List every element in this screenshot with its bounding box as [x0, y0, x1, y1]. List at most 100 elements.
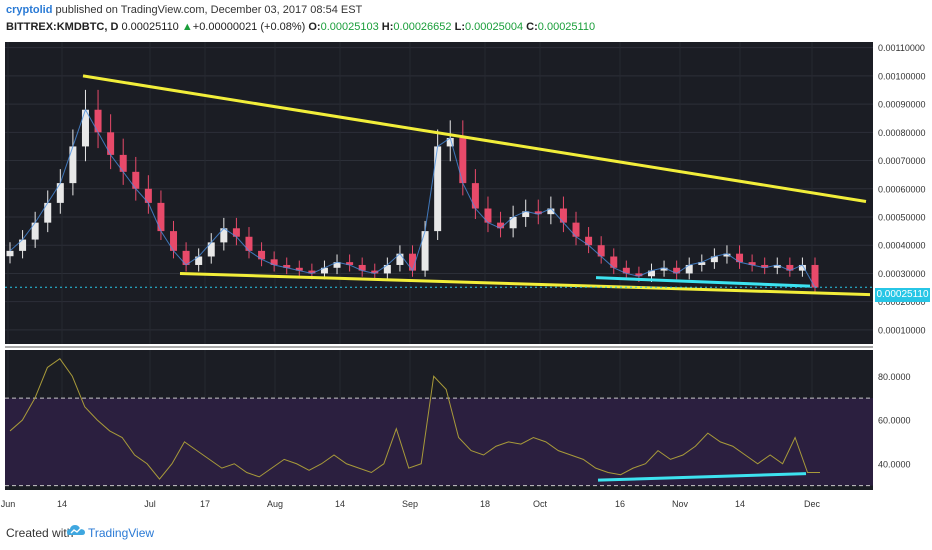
- x-tick-label: 14: [57, 499, 67, 509]
- tradingview-logo-icon[interactable]: [67, 524, 85, 543]
- upper-trendline: [82, 74, 867, 203]
- candle-body: [585, 236, 593, 246]
- candle-body: [409, 253, 416, 271]
- candle-body: [170, 231, 178, 251]
- candle-body: [19, 239, 27, 251]
- candle-body: [81, 109, 89, 147]
- rsi-pane[interactable]: 80.0000 60.0000 40.0000: [5, 350, 911, 490]
- tradingview-brand-link[interactable]: TradingView: [88, 526, 155, 540]
- x-tick-label: Jun: [1, 499, 16, 509]
- candle-body: [119, 154, 127, 172]
- close-label: C:: [526, 21, 538, 33]
- close-value: 0.00025110: [537, 21, 596, 33]
- last-price: 0.00025110: [121, 21, 179, 33]
- candle-body: [446, 137, 454, 147]
- candle-body: [31, 222, 39, 240]
- candle-body: [308, 270, 316, 274]
- price-tick-label: 0.00090000: [878, 100, 926, 110]
- symbol-name[interactable]: BITTREX:KMDBTC, D: [6, 21, 119, 33]
- support-highlight-line: [595, 276, 811, 288]
- candle-body: [232, 228, 240, 237]
- candle-body: [295, 267, 303, 271]
- candle-body: [786, 264, 794, 271]
- price-tick-label: 0.00070000: [878, 156, 926, 166]
- candle-body: [396, 253, 404, 265]
- candle-body: [698, 262, 706, 265]
- price-tick-label: 0.00030000: [878, 269, 926, 279]
- rsi-divergence-line: [597, 472, 807, 482]
- price-tick-label: 0.00020000: [878, 297, 926, 307]
- candle-body: [736, 253, 744, 263]
- candle-body: [559, 208, 567, 223]
- candle-body: [434, 146, 442, 232]
- candle-body: [534, 211, 542, 215]
- candle-body: [245, 236, 253, 251]
- low-value: 0.00025004: [464, 21, 524, 33]
- candle-body: [484, 208, 492, 223]
- rsi-tick-label: 40.0000: [878, 459, 911, 469]
- x-tick-label: Oct: [533, 499, 548, 509]
- publish-text: published on TradingView.com, December 0…: [55, 4, 363, 16]
- candle-body: [610, 256, 618, 268]
- candle-body: [195, 256, 203, 265]
- price-tick-label: 0.00080000: [878, 128, 926, 138]
- candle-body: [207, 242, 215, 257]
- price-tick-label: 0.00040000: [878, 241, 926, 251]
- candle-body: [710, 256, 718, 263]
- candle-body: [157, 202, 165, 232]
- candle-body: [371, 270, 379, 274]
- candle-body: [6, 250, 14, 257]
- candle-body: [220, 228, 228, 243]
- candle-body: [107, 132, 115, 155]
- candle-body: [597, 245, 605, 257]
- high-value: 0.00026652: [393, 21, 452, 33]
- candle-body: [44, 202, 52, 223]
- rsi-band: [5, 398, 873, 486]
- candle-body: [320, 267, 328, 274]
- candle-body: [522, 211, 530, 217]
- price-axis-bg: [873, 42, 932, 508]
- candle-body: [471, 183, 479, 209]
- publish-info: cryptolid published on TradingView.com, …: [6, 4, 362, 16]
- candle-body: [673, 267, 681, 274]
- x-tick-label: Dec: [804, 499, 821, 509]
- lower-trendline: [179, 271, 871, 297]
- candle-body: [333, 262, 341, 268]
- price-tick-label: 0.00050000: [878, 212, 926, 222]
- open-value: 0.00025103: [320, 21, 379, 33]
- candle-body: [56, 183, 64, 203]
- high-label: H:: [381, 21, 394, 33]
- candle-body: [622, 267, 630, 274]
- price-pane[interactable]: 0.00110000 0.00100000 0.00090000 0.00080000…: [5, 42, 932, 508]
- candle-body: [761, 264, 769, 268]
- candle-body: [773, 264, 781, 268]
- open-label: O:: [308, 21, 321, 33]
- candle-body: [723, 253, 731, 257]
- rsi-line: [9, 358, 820, 480]
- author-link[interactable]: cryptolid: [6, 4, 53, 16]
- price-change: +0.00000021 (+0.08%): [192, 21, 306, 33]
- x-tick-label: Sep: [402, 499, 418, 509]
- rsi-tick-label: 80.0000: [878, 372, 911, 382]
- candle-body: [358, 264, 366, 271]
- x-tick-label: 16: [615, 499, 625, 509]
- candle-body: [685, 264, 693, 274]
- candle-body: [182, 250, 190, 265]
- x-tick-label: 17: [200, 499, 210, 509]
- x-tick-label: Jul: [144, 499, 156, 509]
- candle-body: [497, 222, 505, 229]
- x-tick-label: Aug: [267, 499, 283, 509]
- candle-body: [572, 222, 580, 237]
- x-tick-label: 14: [335, 499, 345, 509]
- candle-body: [811, 264, 819, 288]
- candle-body: [660, 267, 668, 271]
- x-axis[interactable]: Jun 14 Jul 17 Aug 14 Sep 18 Oct 16 Nov 14 Dec: [1, 499, 821, 509]
- candle-body: [748, 262, 756, 265]
- candle-body: [258, 250, 266, 260]
- candle-body: [144, 188, 152, 203]
- close-line: [9, 108, 816, 288]
- candle-body: [421, 231, 429, 271]
- candle-body: [132, 171, 140, 189]
- price-tick-label: 0.00060000: [878, 184, 926, 194]
